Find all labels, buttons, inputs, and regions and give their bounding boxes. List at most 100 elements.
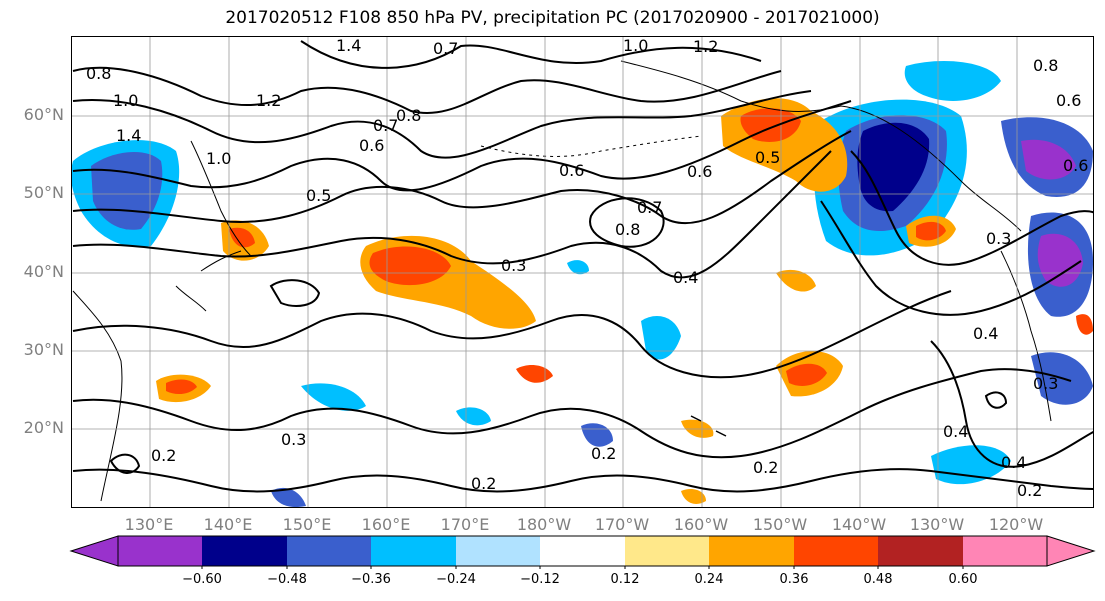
negative-patch-central-1 [641,316,681,360]
negative-patch-west-pacific-1 [301,383,366,411]
lon-label: 170°W [594,515,650,534]
coastline-china [72,290,123,502]
contour-label: 0.8 [1033,56,1058,75]
colorbar-swatch [878,536,963,566]
colorbar-outline [117,535,1048,567]
positive-patch-east-1 [776,269,816,292]
colorbar-extend-min [69,535,119,567]
contour-mid-2 [72,130,852,225]
coastline-canada [1000,250,1052,422]
positive-patch-central-west-core [369,246,451,286]
lon-label: 140°W [831,515,887,534]
contour-label: 0.5 [755,148,780,167]
colorbar-tick-label: 0.48 [863,572,893,587]
lat-label: 60°N [23,105,64,124]
positive-patch-gulf-east-core [916,221,946,241]
colorbar-swatch [709,536,794,566]
colorbar-tick-label: −0.36 [351,572,391,587]
contour-label: 0.4 [973,324,998,343]
contour-south-3 [72,468,1093,493]
lon-label: 160°E [361,515,411,534]
colorbar-swatch [625,536,710,566]
positive-patch-japan-core [229,227,255,248]
contour-label: 0.3 [986,229,1011,248]
coastline-aleutians [480,135,702,157]
contour-label: 0.2 [151,446,176,465]
contour-label: 1.4 [336,37,361,55]
colorbar-tick-label: 0.24 [694,572,724,587]
positive-patch-east-2 [1076,314,1093,335]
negative-patch-west-pacific-2 [271,487,306,507]
contour-label: 0.7 [433,39,458,58]
contour-label: 0.4 [943,422,968,441]
contour-label: 1.0 [623,37,648,55]
contour-label: 0.2 [591,444,616,463]
coastline-alaska [620,60,1022,232]
contour-label: 0.8 [615,220,640,239]
lon-label: 130°W [909,515,965,534]
colorbar-swatch [287,536,372,566]
contour-label: 0.2 [753,458,778,477]
positive-patch-east-3 [681,489,706,504]
negative-patch-west-pacific-4 [567,260,589,275]
contour-label-group: 0.7 1.0 1.2 1.4 0.8 1.0 1.4 1.0 1.2 0.5 … [86,37,1088,500]
lon-label: 180°W [516,515,572,534]
lon-label: 150°E [282,515,332,534]
coastline-japan [175,250,242,312]
colorbar-tick-label: −0.60 [182,572,222,587]
contour-label: 0.3 [281,430,306,449]
contour-east-3 [930,340,1093,468]
colorbar-swatch [202,536,287,566]
colorbar-tick-label: 0.12 [610,572,640,587]
map-title: 2017020512 F108 850 hPa PV, precipitatio… [225,8,880,28]
colorbar-tick-label: 0.36 [779,572,809,587]
colorbar-tick-label: 0.60 [948,572,978,587]
contour-north-3 [72,90,812,159]
colorbar [69,535,1096,569]
negative-patch-west-coast-core [1037,233,1083,287]
contour-closed-1 [589,197,665,248]
lat-label: 40°N [23,262,64,281]
colorbar-tick-label: −0.24 [436,572,476,587]
contour-label: 1.2 [256,91,281,110]
contour-label: 0.7 [373,116,398,135]
contour-label: 0.4 [1001,453,1026,472]
lat-label: 30°N [23,340,64,359]
colorbar-swatch [794,536,879,566]
lon-label: 160°W [673,515,729,534]
positive-patch-subtropic-central-core [786,363,827,386]
contour-label: 1.2 [693,37,718,56]
contour-label: 0.2 [1017,481,1042,500]
contour-label: 1.4 [116,126,141,145]
lon-label: 130°E [124,515,174,534]
contour-north-2 [72,66,782,114]
coastline-kamchatka [190,140,252,257]
lon-label: 150°W [752,515,808,534]
colorbar-swatch [963,536,1048,566]
contour-label: 0.7 [637,198,662,217]
contour-label: 0.3 [1033,374,1058,393]
contour-label: 0.6 [1056,91,1081,110]
colorbar-swatch [371,536,456,566]
contour-label: 0.5 [306,186,331,205]
positive-patch-west-pacific-1-core [166,379,197,395]
map-plot: 0.7 1.0 1.2 1.4 0.8 1.0 1.4 1.0 1.2 0.5 … [72,37,1093,507]
contour-label: 1.0 [206,149,231,168]
pv-contours [72,40,1093,493]
negative-patch-alaska-north [904,61,1001,101]
contour-north-1 [300,40,762,69]
contour-label: 0.4 [673,268,698,287]
colorbar-swatch [540,536,625,566]
map-panel: 0.7 1.0 1.2 1.4 0.8 1.0 1.4 1.0 1.2 0.5 … [71,36,1094,508]
contour-closed-4 [984,391,1008,409]
colorbar-extend-max [1046,535,1096,567]
colorbar-swatch [118,536,203,566]
coastline-hawaii [690,415,727,437]
contour-label: 0.3 [501,256,526,275]
precipitation-shading [72,61,1093,507]
colorbar-tick-label: −0.48 [267,572,307,587]
contour-label: 0.6 [359,136,384,155]
contour-closed-2 [269,279,321,307]
lon-label: 120°W [988,515,1044,534]
contour-label: 1.0 [113,91,138,110]
